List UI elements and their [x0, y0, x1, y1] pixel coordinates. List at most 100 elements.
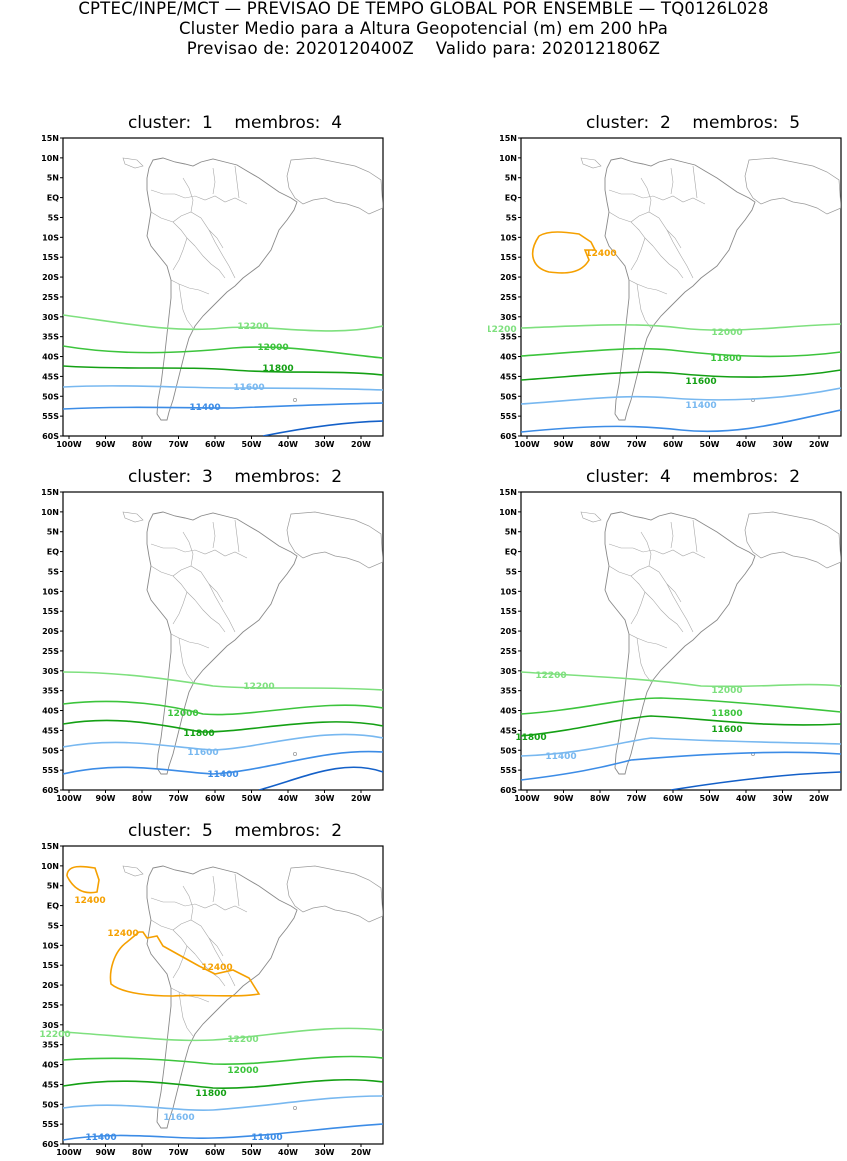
lat-tick-label: 45S [500, 372, 517, 381]
contour-label: 12000 [711, 328, 742, 338]
contour-12200 [521, 323, 841, 331]
plot-frame [62, 137, 384, 437]
lat-tick-label: 5N [505, 174, 517, 183]
lat-tick-label: 10S [42, 941, 59, 950]
lat-tick-label: 40S [42, 353, 59, 362]
country-border [608, 211, 654, 247]
contour-12200 [63, 671, 383, 691]
contour-11200 [670, 771, 841, 790]
country-border [172, 591, 188, 625]
contour-11400 [521, 751, 841, 781]
country-border [692, 519, 698, 553]
country-border [628, 279, 668, 295]
contour-11400 [63, 402, 383, 410]
country-border [150, 565, 196, 601]
contour-11600 [63, 1095, 383, 1112]
lat-tick-label: 45S [500, 726, 517, 735]
contour-12400 [531, 231, 597, 274]
contour-11400 [521, 409, 841, 433]
lon-tick-label: 90W [554, 794, 574, 803]
lon-tick-label: 40W [278, 440, 298, 449]
lat-tick-label: 20S [500, 273, 517, 282]
contour-12000 [63, 700, 383, 716]
lat-tick-label: 25S [500, 293, 517, 302]
header-line-2: Cluster Medio para a Altura Geopotencial… [178, 19, 669, 38]
lat-tick-label: EQ [47, 194, 59, 203]
lon-tick-label: 70W [169, 794, 189, 803]
country-border [692, 165, 698, 199]
lon-tick-label: 40W [278, 1148, 298, 1157]
lat-tick-label: 50S [42, 1100, 59, 1109]
contour-label: 12200 [535, 671, 566, 681]
plot-frame [520, 491, 842, 791]
lon-tick-label: 90W [96, 794, 116, 803]
contour-12200 [521, 671, 841, 688]
lat-tick-label: 45S [42, 1080, 59, 1089]
lat-tick-label: 40S [500, 353, 517, 362]
lat-tick-label: 20S [42, 981, 59, 990]
contour-label: 11400 [685, 401, 716, 411]
lat-tick-label: 20S [42, 273, 59, 282]
lat-tick-label: 55S [42, 412, 59, 421]
lat-tick-label: 40S [42, 707, 59, 716]
contour-label: 12000 [227, 1066, 258, 1076]
cluster-panel-2: cluster: 2 membros: 5 15N 10N 5N EQ 5S 10S 15S… [488, 113, 847, 449]
contour-11600 [521, 737, 841, 757]
contour-label: 12000 [167, 709, 198, 719]
contour-label: 11800 [262, 364, 293, 374]
lat-tick-label: EQ [505, 194, 517, 203]
lon-tick-label: 50W [242, 1148, 262, 1157]
map-geography [521, 157, 841, 433]
country-border [234, 519, 240, 553]
caribbean-islands [122, 157, 144, 169]
contour-12400 [66, 865, 100, 894]
lat-tick-label: 30S [500, 667, 517, 676]
africa-coastline [286, 157, 383, 215]
lat-tick-label: 55S [42, 766, 59, 775]
lon-tick-label: 100W [56, 440, 82, 449]
country-border [608, 189, 706, 205]
panel-title: cluster: 3 membros: 2 [127, 467, 343, 487]
contour-label: 12400 [74, 896, 105, 906]
lon-tick-label: 60W [663, 794, 683, 803]
lon-tick-label: 20W [351, 1148, 371, 1157]
country-border [194, 245, 226, 279]
lat-tick-label: 15S [500, 607, 517, 616]
lat-tick-label: 20S [42, 627, 59, 636]
plot-frame [62, 491, 384, 791]
lon-tick-label: 60W [205, 1148, 225, 1157]
panel-title: cluster: 2 membros: 5 [585, 113, 801, 133]
country-border [212, 521, 216, 549]
contour-12200 [63, 1027, 383, 1042]
lat-tick-label: 5S [506, 567, 518, 576]
lon-tick-label: 80W [590, 440, 610, 449]
map-cluster-1: 15N 10N 5N EQ 5S 10S 15S 20S 25S 30S 35S 40S 45S 50S 5… [41, 134, 384, 449]
lat-tick-label: 5N [47, 174, 59, 183]
contour-label: 11800 [515, 733, 546, 743]
country-border [208, 937, 236, 987]
country-border [212, 167, 216, 195]
lat-tick-label: 50S [500, 746, 517, 755]
contour-label: 11800 [711, 709, 742, 719]
country-border [150, 919, 196, 955]
lat-tick-label: 50S [42, 392, 59, 401]
lat-tick-label: 55S [42, 1120, 59, 1129]
south-america-coastline [146, 511, 298, 775]
caribbean-islands [122, 865, 144, 877]
country-border [182, 885, 194, 921]
lon-tick-label: 20W [351, 440, 371, 449]
lon-tick-label: 100W [514, 440, 540, 449]
lat-tick-label: 15N [41, 488, 59, 497]
contour-label: 12200 [243, 682, 274, 692]
lon-tick-label: 80W [590, 794, 610, 803]
lat-tick-label: 40S [42, 1061, 59, 1070]
contour-label: 11400 [207, 770, 238, 780]
contour-lines [63, 671, 383, 790]
country-border [636, 283, 652, 329]
contour-11400 [63, 1123, 383, 1141]
contour-label: 11400 [545, 752, 576, 762]
cluster-panel-4: cluster: 4 membros: 2 15N 10N 5N EQ 5S 10S 15S… [488, 467, 847, 803]
lat-tick-label: 35S [42, 333, 59, 342]
country-border [640, 177, 652, 213]
map-cluster-2: 15N 10N 5N EQ 5S 10S 15S 20S 25S 30S 35S 40S 45S 50S 5… [488, 134, 842, 449]
